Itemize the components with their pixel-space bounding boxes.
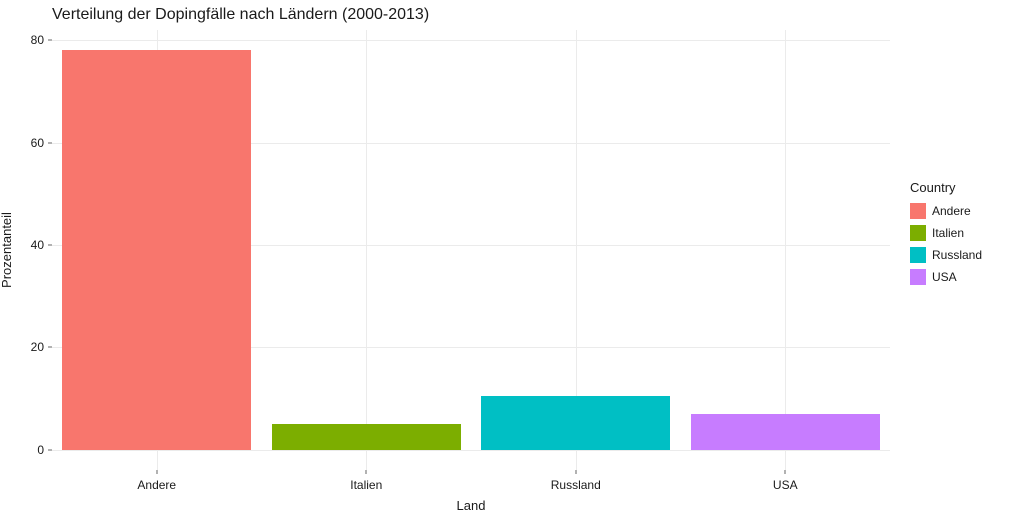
gridline-h [52,40,890,41]
y-tick-label: 60 [22,136,44,150]
bar [272,424,461,450]
bar [691,414,880,450]
x-tick-label: Russland [551,478,601,492]
chart-container: Verteilung der Dopingfälle nach Ländern … [0,0,1024,527]
y-tick-mark [48,449,52,450]
legend-key [910,225,926,241]
legend-label: Andere [932,204,971,218]
x-tick-label: Italien [350,478,382,492]
x-tick-mark [785,470,786,474]
legend-item: USA [910,269,982,285]
x-tick-label: USA [773,478,798,492]
legend-item: Russland [910,247,982,263]
y-tick-label: 80 [22,33,44,47]
legend-title: Country [910,180,982,195]
y-tick-label: 40 [22,238,44,252]
chart-title: Verteilung der Dopingfälle nach Ländern … [52,6,429,24]
gridline-v [366,30,367,470]
plot-panel [52,30,890,470]
x-axis-label: Land [457,498,486,513]
y-tick-label: 20 [22,340,44,354]
legend-label: Russland [932,248,982,262]
x-tick-mark [575,470,576,474]
legend-item: Italien [910,225,982,241]
legend-item: Andere [910,203,982,219]
bar [62,50,251,449]
y-tick-mark [48,40,52,41]
gridline-h [52,450,890,451]
y-tick-mark [48,347,52,348]
x-tick-mark [366,470,367,474]
gridline-v [785,30,786,470]
y-axis-label: Prozentanteil [0,212,14,288]
legend-label: Italien [932,226,964,240]
x-tick-mark [156,470,157,474]
x-tick-label: Andere [137,478,176,492]
legend-label: USA [932,270,957,284]
bar [481,396,670,450]
y-tick-mark [48,244,52,245]
legend-key [910,247,926,263]
y-tick-label: 0 [22,443,44,457]
legend: Country Andere Italien Russland USA [910,180,982,291]
legend-key [910,203,926,219]
y-tick-mark [48,142,52,143]
legend-key [910,269,926,285]
